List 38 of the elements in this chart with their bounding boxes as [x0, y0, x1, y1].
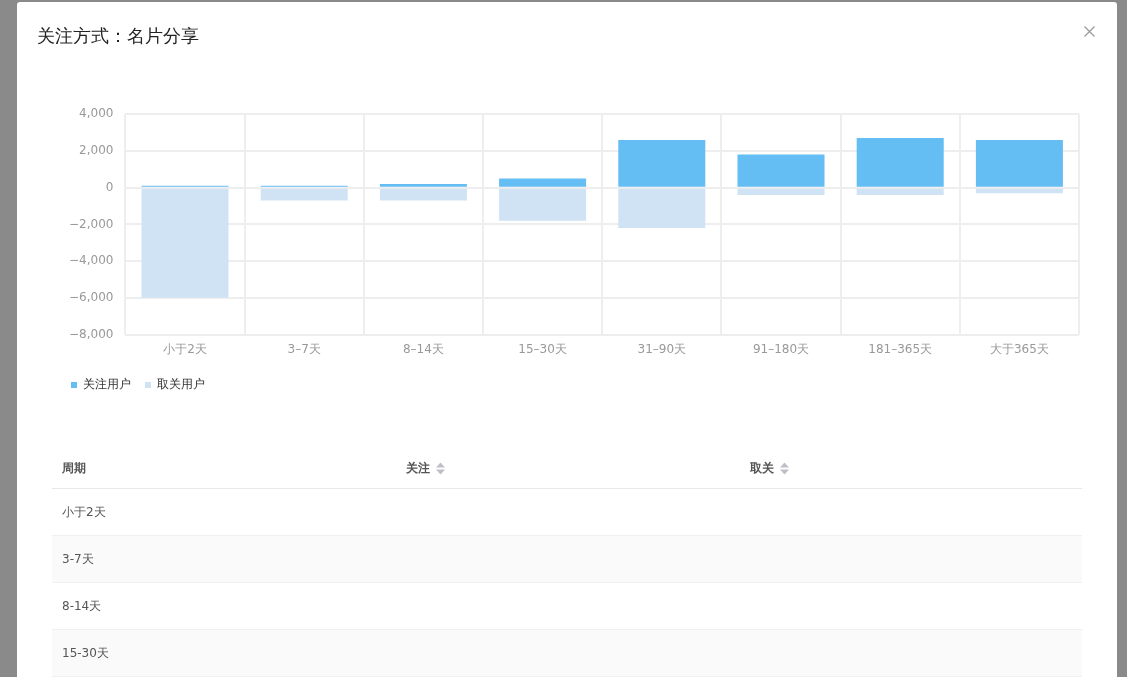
text: 小于2天	[62, 503, 106, 521]
x-tick-label: 15–30天	[518, 341, 567, 356]
x-tick-label: 181–365天	[868, 341, 933, 356]
chart-title: 关注方式：名片分享	[37, 24, 199, 48]
bar	[975, 139, 1063, 187]
legend-label: 取关用户	[157, 377, 205, 392]
y-tick-label: −6,000	[68, 289, 114, 304]
text: 8-14天	[62, 597, 102, 615]
bar	[737, 188, 825, 196]
y-tick-label: −8,000	[68, 326, 114, 341]
bar	[499, 188, 587, 221]
x-tick-label: 8–14天	[402, 341, 444, 356]
legend-label: 关注用户	[83, 377, 131, 392]
text: 15-30天	[62, 644, 109, 662]
y-tick-label: 0	[105, 179, 114, 194]
bar	[499, 178, 587, 187]
bar	[379, 188, 467, 201]
bar	[260, 188, 348, 201]
y-tick-label: 2,000	[79, 143, 114, 158]
bar	[618, 188, 706, 229]
y-tick-label: −2,000	[68, 216, 114, 231]
x-tick-label: 大于365天	[989, 341, 1049, 356]
y-tick-label: −4,000	[68, 253, 114, 268]
text: 3-7天	[62, 550, 94, 568]
bar	[856, 138, 944, 187]
bar	[141, 188, 229, 298]
text: 取关	[750, 460, 774, 475]
bar	[856, 188, 944, 196]
bar	[618, 139, 706, 187]
x-tick-label: 小于2天	[163, 341, 207, 356]
x-tick-label: 3–7天	[287, 341, 321, 356]
text: 关注	[406, 460, 430, 475]
bar	[737, 154, 825, 187]
bar	[379, 183, 467, 187]
text: 周期	[62, 460, 86, 475]
x-tick-label: 91–180天	[752, 341, 810, 356]
x-tick-label: 31–90天	[637, 341, 687, 356]
y-tick-label: 4,000	[79, 106, 114, 121]
